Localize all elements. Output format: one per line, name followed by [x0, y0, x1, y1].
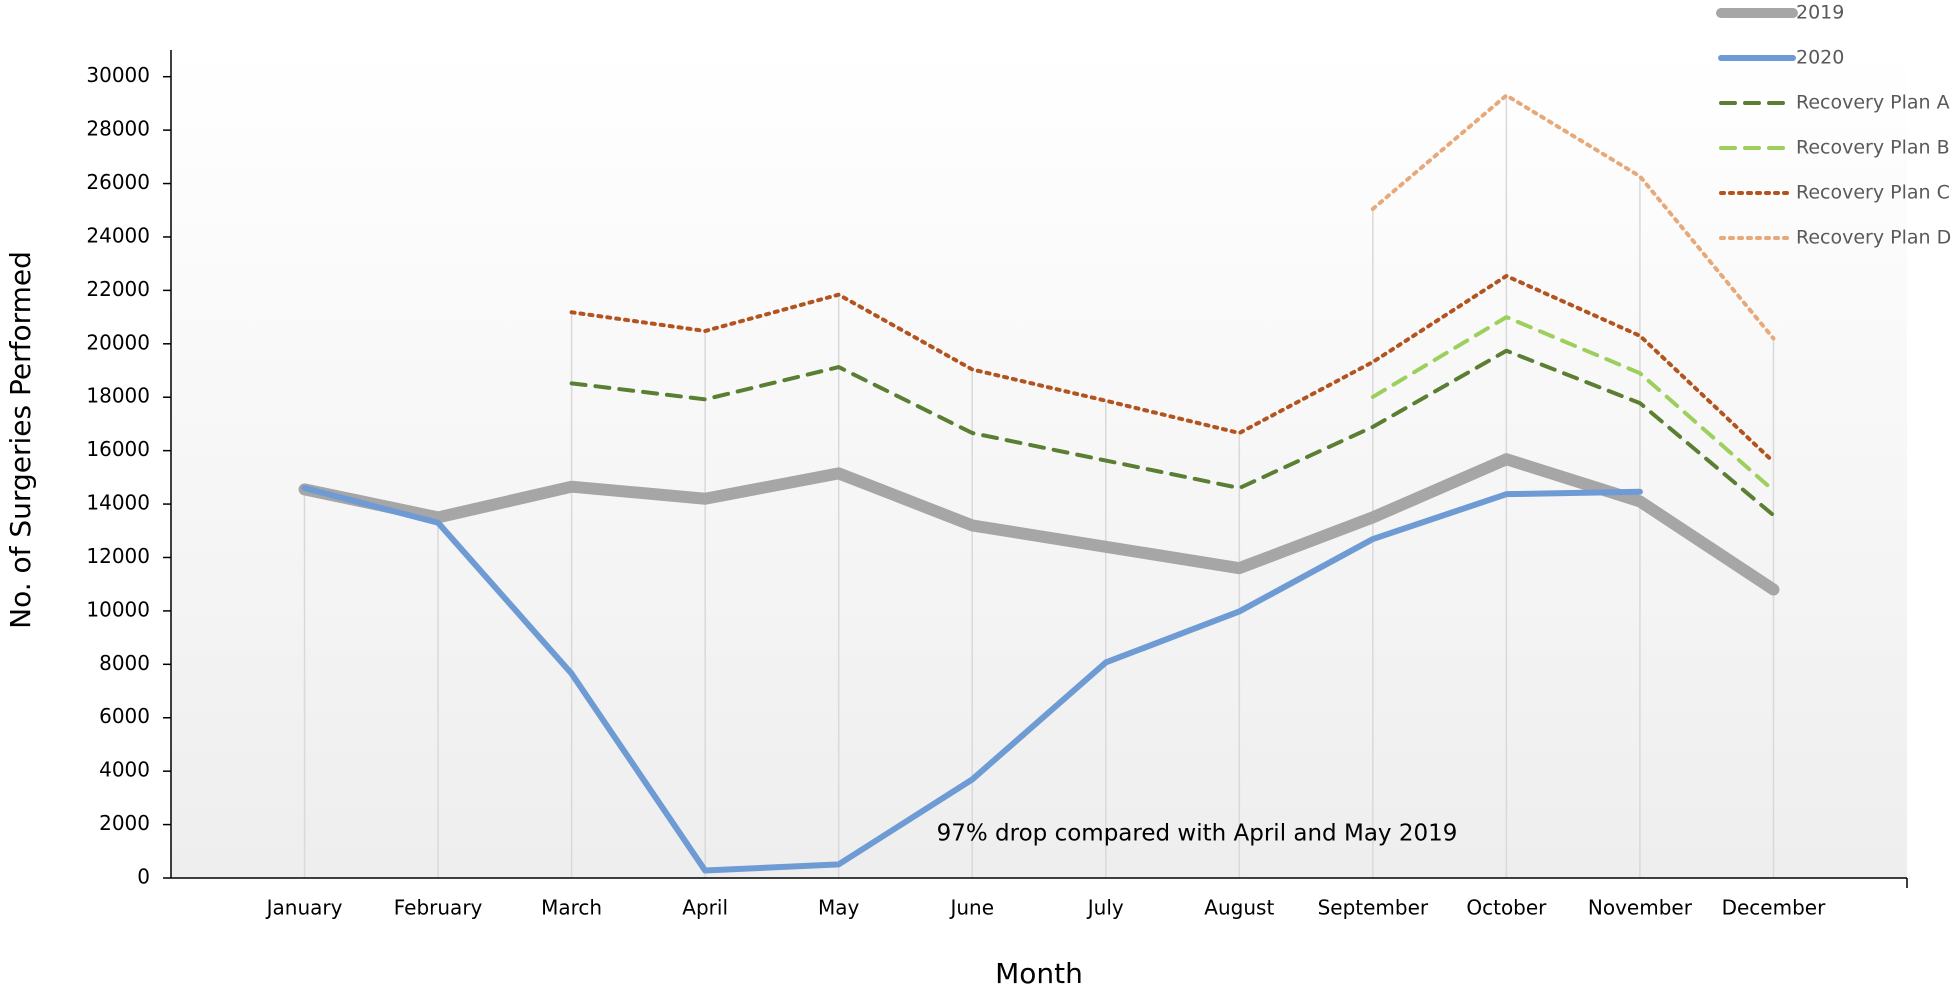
x-tick-label: September: [1318, 896, 1429, 920]
y-tick-label: 22000: [86, 277, 150, 301]
y-tick-label: 14000: [86, 491, 150, 515]
x-tick-label: January: [265, 896, 343, 920]
legend-label: 2019: [1796, 2, 1844, 24]
series-line: [569, 273, 1776, 464]
legend-label: Recovery Plan A: [1796, 92, 1950, 114]
x-tick-label: July: [1086, 896, 1124, 920]
legend-label: Recovery Plan D: [1796, 227, 1951, 249]
y-tick-label: 12000: [86, 544, 150, 568]
y-tick-label: 16000: [86, 437, 150, 461]
y-tick-label: 6000: [99, 704, 150, 728]
series-line: [301, 485, 1643, 874]
y-axis-title: No. of Surgeries Performed: [4, 251, 37, 629]
y-tick-label: 20000: [86, 330, 150, 354]
x-tick-label: June: [948, 896, 994, 920]
series-line: [1370, 315, 1776, 493]
y-tick-label: 30000: [86, 63, 150, 87]
y-tick-label: 4000: [99, 758, 150, 782]
x-tick-label: April: [682, 896, 728, 920]
legend-label: 2020: [1796, 47, 1844, 69]
x-tick-label: March: [541, 896, 602, 920]
annotation: 97% drop compared with April and May 201…: [937, 821, 1458, 847]
plot-background: [171, 50, 1907, 878]
x-tick-label: May: [818, 896, 860, 920]
y-tick-label: 24000: [86, 223, 150, 247]
y-tick-label: 18000: [86, 384, 150, 408]
series-line: [1370, 93, 1776, 341]
legend-label: Recovery Plan B: [1796, 137, 1950, 159]
y-tick-label: 10000: [86, 597, 150, 621]
series-line: [569, 348, 1776, 518]
y-tick-label: 8000: [99, 651, 150, 675]
y-tick-label: 2000: [99, 811, 150, 835]
y-tick-label: 0: [137, 865, 150, 889]
legend-label: Recovery Plan C: [1796, 182, 1950, 204]
y-tick-label: 28000: [86, 117, 150, 141]
x-tick-label: October: [1466, 896, 1547, 920]
x-tick-label: December: [1722, 896, 1826, 920]
x-tick-label: August: [1204, 896, 1274, 920]
y-tick-label: 26000: [86, 170, 150, 194]
x-tick-label: November: [1588, 896, 1693, 920]
x-tick-label: February: [394, 896, 483, 920]
x-axis-title: Month: [995, 957, 1083, 990]
series-line: [298, 453, 1780, 596]
